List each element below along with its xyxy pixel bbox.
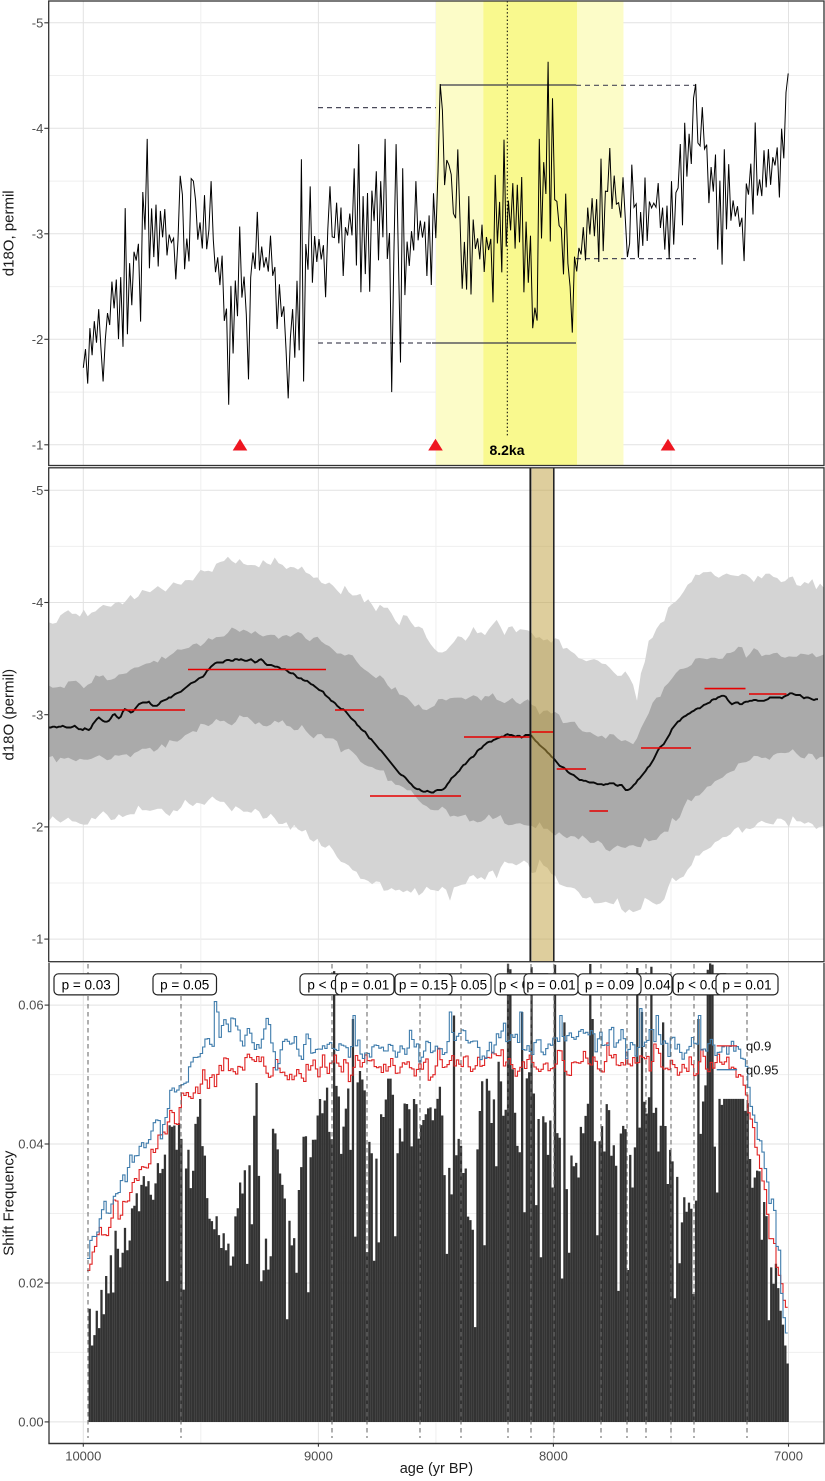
svg-text:Shift Frequency: Shift Frequency — [1, 1150, 18, 1256]
svg-text:-2: -2 — [32, 332, 44, 347]
svg-text:-1: -1 — [32, 932, 44, 947]
svg-text:-5: -5 — [32, 15, 44, 30]
svg-text:p = 0.15: p = 0.15 — [399, 977, 448, 992]
svg-text:p = 0.01: p = 0.01 — [526, 977, 575, 992]
svg-text:-4: -4 — [32, 595, 44, 610]
svg-text:d18O, permil: d18O, permil — [1, 190, 18, 276]
svg-text:d18O (permil): d18O (permil) — [1, 669, 18, 761]
svg-text:age (yr BP): age (yr BP) — [400, 1461, 473, 1477]
svg-text:p = 0.05: p = 0.05 — [160, 977, 209, 992]
svg-text:10000: 10000 — [65, 1449, 101, 1464]
svg-text:p = 0.01: p = 0.01 — [340, 977, 389, 992]
svg-text:p = 0.01: p = 0.01 — [722, 977, 771, 992]
svg-text:-2: -2 — [32, 820, 44, 835]
svg-text:8000: 8000 — [539, 1449, 568, 1464]
svg-text:-1: -1 — [32, 437, 44, 452]
svg-text:9000: 9000 — [304, 1449, 333, 1464]
svg-text:0.06: 0.06 — [18, 998, 43, 1013]
svg-text:-5: -5 — [32, 483, 44, 498]
svg-text:p = 0.09: p = 0.09 — [585, 977, 634, 992]
svg-text:-4: -4 — [32, 121, 44, 136]
svg-text:0.02: 0.02 — [18, 1276, 43, 1291]
svg-text:-3: -3 — [32, 707, 44, 722]
svg-text:q0.9: q0.9 — [746, 1039, 771, 1054]
svg-text:0.04: 0.04 — [18, 1137, 43, 1152]
svg-text:q0.95: q0.95 — [746, 1062, 779, 1077]
svg-text:-3: -3 — [32, 226, 44, 241]
svg-text:p < 0.01: p < 0.01 — [677, 977, 726, 992]
svg-text:p = 0.03: p = 0.03 — [62, 977, 111, 992]
svg-text:8.2ka: 8.2ka — [489, 442, 524, 458]
svg-text:7000: 7000 — [774, 1449, 803, 1464]
svg-text:0.00: 0.00 — [18, 1415, 43, 1430]
